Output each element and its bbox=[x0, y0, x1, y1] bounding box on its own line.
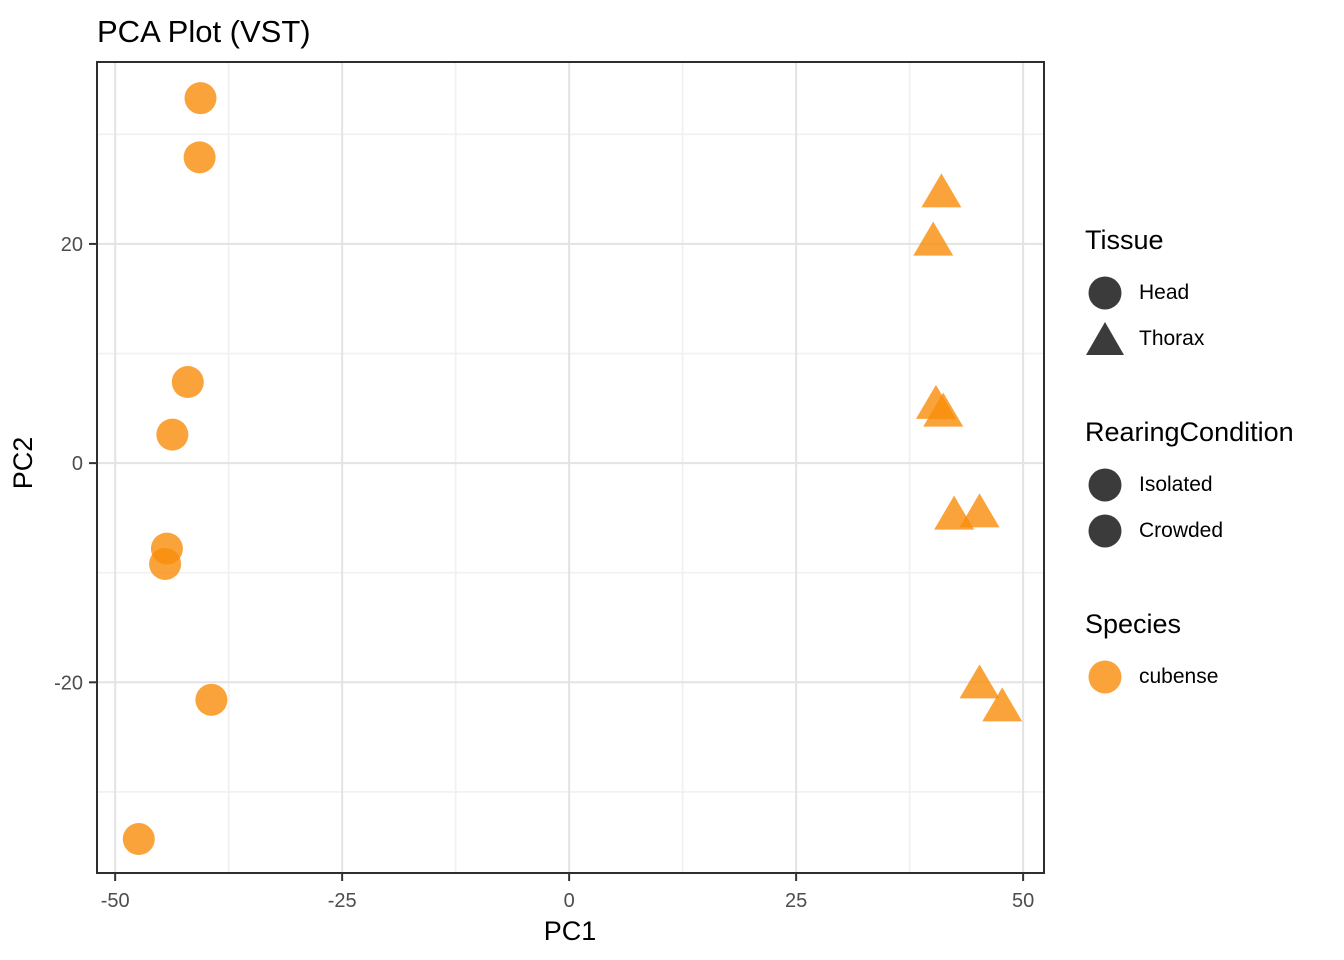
legend-item-cubense: cubense bbox=[1085, 654, 1335, 700]
legend-item-thorax: Thorax bbox=[1085, 316, 1335, 362]
plot-panel: -50 -25 0 25 50 20 0 -20 bbox=[54, 61, 1045, 912]
data-point-thorax bbox=[959, 493, 1000, 528]
x-tick-label: -25 bbox=[328, 890, 357, 912]
legend-label: Thorax bbox=[1139, 327, 1205, 350]
legend-label: Crowded bbox=[1139, 519, 1224, 542]
data-point-head bbox=[122, 823, 155, 856]
data-point-head bbox=[195, 683, 228, 716]
panel-background bbox=[97, 62, 1044, 873]
x-tick-label: 25 bbox=[785, 890, 807, 912]
legend-section-tissue: Tissue Head Thorax bbox=[1085, 224, 1335, 362]
data-point-thorax bbox=[913, 221, 954, 256]
legend-item-head: Head bbox=[1085, 270, 1335, 316]
data-point-thorax bbox=[959, 664, 1000, 699]
circle-glyph bbox=[1088, 660, 1122, 694]
circle-icon bbox=[1088, 276, 1122, 310]
legend-label: Isolated bbox=[1139, 473, 1213, 496]
y-axis-title: PC2 bbox=[8, 437, 38, 490]
x-axis-title: PC1 bbox=[544, 916, 597, 946]
panel-border bbox=[96, 61, 1045, 874]
data-point-head bbox=[149, 547, 182, 580]
y-tick-label: -20 bbox=[54, 672, 83, 694]
data-point-thorax bbox=[923, 392, 964, 427]
circle-glyph bbox=[1088, 514, 1122, 548]
data-point-thorax bbox=[921, 173, 962, 208]
legend-item-crowded: Crowded bbox=[1085, 508, 1335, 554]
legend-title: Species bbox=[1085, 609, 1182, 639]
circle-icon bbox=[1088, 468, 1122, 502]
y-tick-label: 20 bbox=[61, 234, 83, 256]
triangle-icon bbox=[1086, 322, 1124, 355]
data-point-head bbox=[183, 141, 216, 174]
circle-icon bbox=[1088, 514, 1122, 548]
x-tick-label: -50 bbox=[101, 890, 130, 912]
legend-section-rearingcondition: RearingCondition Isolated Crowded bbox=[1085, 416, 1335, 554]
legend: Tissue Head Thorax RearingCondition Isolated… bbox=[1085, 224, 1335, 700]
y-tick-label: 0 bbox=[72, 453, 83, 475]
chart-title: PCA Plot (VST) bbox=[97, 14, 311, 49]
circle-glyph bbox=[1088, 468, 1122, 502]
circle-glyph bbox=[1088, 276, 1122, 310]
legend-title: Tissue bbox=[1085, 225, 1164, 255]
legend-label: Head bbox=[1139, 281, 1190, 304]
data-point-head bbox=[184, 82, 217, 115]
legend-label: cubense bbox=[1139, 665, 1219, 688]
x-tick-label: 50 bbox=[1012, 890, 1034, 912]
legend-item-isolated: Isolated bbox=[1085, 462, 1335, 508]
data-point-head bbox=[156, 418, 189, 451]
circle-icon bbox=[1088, 660, 1122, 694]
data-point-head bbox=[171, 366, 204, 399]
triangle-glyph bbox=[1086, 322, 1124, 355]
x-tick-label: 0 bbox=[564, 890, 575, 912]
legend-section-species: Species cubense bbox=[1085, 608, 1335, 700]
data-point-thorax bbox=[982, 687, 1023, 722]
legend-title: RearingCondition bbox=[1085, 417, 1294, 447]
